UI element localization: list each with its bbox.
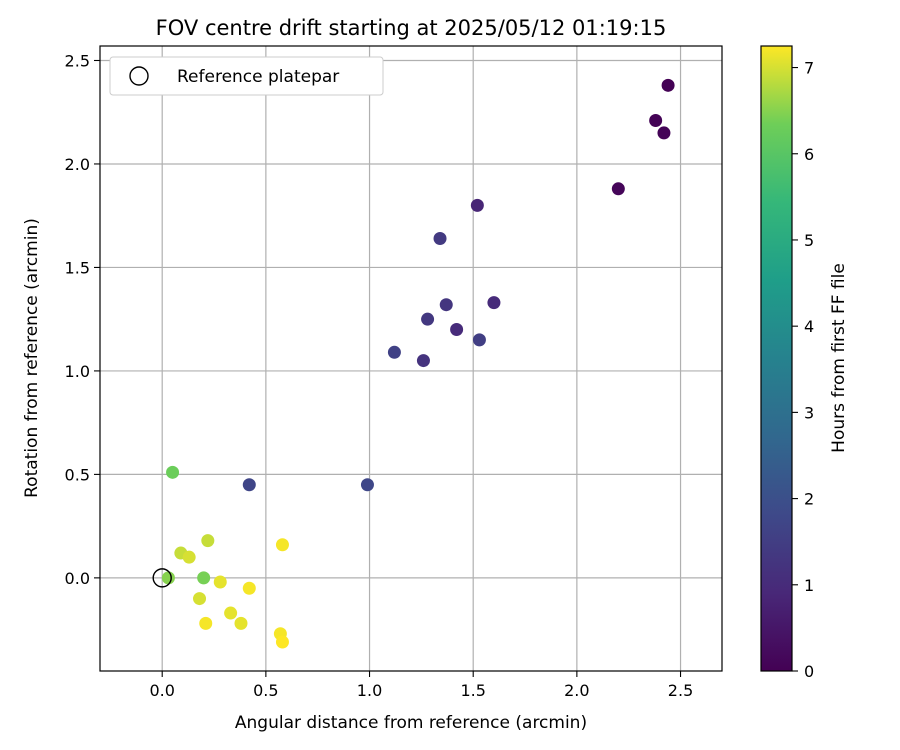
data-points	[161, 78, 675, 649]
colorbar-label: Hours from first FF file	[829, 263, 849, 453]
y-tick-label: 2.5	[65, 51, 90, 70]
data-point	[433, 231, 447, 245]
y-tick-label: 1.0	[65, 362, 90, 381]
x-tick-label: 2.5	[668, 681, 693, 700]
data-point	[224, 606, 238, 620]
data-point	[242, 478, 256, 492]
x-tick-label: 2.0	[564, 681, 589, 700]
data-point	[649, 114, 663, 128]
colorbar-tick-label: 7	[804, 59, 814, 78]
legend-marker-icon	[129, 66, 149, 86]
y-tick-label: 0.5	[65, 465, 90, 484]
data-point	[197, 571, 211, 585]
data-point	[166, 465, 180, 479]
data-point	[487, 296, 501, 310]
data-point	[201, 534, 215, 548]
data-point	[450, 323, 464, 337]
colorbar-tick-label: 0	[804, 662, 814, 681]
x-tick-label: 0.0	[149, 681, 174, 700]
y-tick-label: 2.0	[65, 155, 90, 174]
plot-frame	[99, 45, 723, 672]
data-point	[657, 126, 671, 140]
y-axis-ticks: 0.0 0.5 1.0 1.5 2.0 2.5	[65, 51, 100, 588]
data-point	[199, 616, 213, 630]
colorbar-tick-label: 2	[804, 490, 814, 509]
data-point	[611, 182, 625, 196]
y-axis-label: Rotation from reference (arcmin)	[22, 218, 42, 498]
colorbar-tick-label: 5	[804, 231, 814, 250]
legend-label: Reference platepar	[177, 67, 339, 87]
data-point	[470, 198, 484, 212]
reference-marker	[152, 568, 172, 588]
data-point	[360, 478, 374, 492]
chart-title: FOV centre drift starting at 2025/05/12 …	[156, 16, 667, 40]
data-point	[242, 581, 256, 595]
x-tick-label: 1.5	[460, 681, 485, 700]
colorbar-tick-label: 4	[804, 317, 814, 336]
data-point	[193, 592, 207, 606]
x-axis-ticks: 0.0 0.5 1.0 1.5 2.0 2.5	[149, 671, 693, 700]
data-point	[421, 312, 435, 326]
data-point	[439, 298, 453, 312]
legend: Reference platepar	[109, 56, 384, 96]
colorbar-ticks: 0 1 2 3 4 5 6 7	[792, 59, 814, 681]
x-tick-label: 1.0	[357, 681, 382, 700]
colorbar-tick-label: 3	[804, 403, 814, 422]
data-point	[275, 538, 289, 552]
x-tick-label: 0.5	[253, 681, 278, 700]
data-point	[416, 354, 430, 368]
legend-box	[109, 56, 384, 96]
data-point	[234, 616, 248, 630]
data-point	[182, 550, 196, 564]
colorbar: 0 1 2 3 4 5 6 7 Hours from first FF file	[760, 45, 849, 681]
data-point	[161, 571, 175, 585]
colorbar-gradient	[760, 45, 793, 672]
data-point	[472, 333, 486, 347]
data-point	[661, 78, 675, 92]
plot-background	[100, 46, 722, 671]
data-point	[213, 575, 227, 589]
data-point	[275, 635, 289, 649]
data-point	[387, 345, 401, 359]
y-tick-label: 0.0	[65, 569, 90, 588]
colorbar-tick-label: 6	[804, 145, 814, 164]
y-tick-label: 1.5	[65, 258, 90, 277]
colorbar-tick-label: 1	[804, 576, 814, 595]
x-axis-label: Angular distance from reference (arcmin)	[235, 713, 587, 733]
